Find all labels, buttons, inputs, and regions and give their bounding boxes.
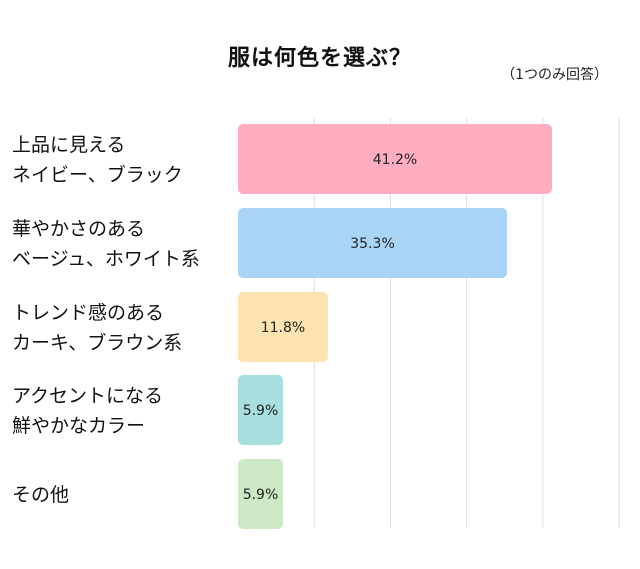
category-label: トレンド感のある — [12, 302, 164, 324]
bar-value-label: 41.2% — [373, 152, 417, 168]
category-label: アクセントになる — [12, 385, 163, 407]
bars: 41.2% 35.3% 11.8% 5.9% 5.9% — [238, 124, 552, 529]
category-label: カーキ、ブラウン系 — [12, 331, 182, 354]
category-label: ベージュ、ホワイト系 — [12, 248, 200, 270]
bar — [238, 208, 508, 278]
bar — [238, 375, 283, 445]
bar-value-label: 5.9% — [243, 487, 279, 503]
category-label: 華やかさのある — [12, 218, 145, 240]
chart-note: （1つのみ回答） — [501, 67, 608, 83]
chart-title: 服は何色を選ぶ？ — [227, 46, 412, 71]
category-label: 上品に見える — [12, 134, 125, 156]
bar-value-label: 35.3% — [350, 236, 394, 252]
category-labels: 上品に見えるネイビー、ブラック華やかさのあるベージュ、ホワイト系トレンド感のある… — [12, 134, 200, 506]
category-label: その他 — [12, 484, 69, 506]
bar — [238, 124, 552, 194]
bar — [238, 459, 283, 529]
category-label: ネイビー、ブラック — [12, 163, 183, 186]
category-label: 鮮やかなカラー — [12, 415, 145, 437]
bar-value-label: 11.8% — [261, 320, 305, 336]
bar-value-label: 5.9% — [243, 403, 279, 419]
bar — [238, 292, 328, 362]
